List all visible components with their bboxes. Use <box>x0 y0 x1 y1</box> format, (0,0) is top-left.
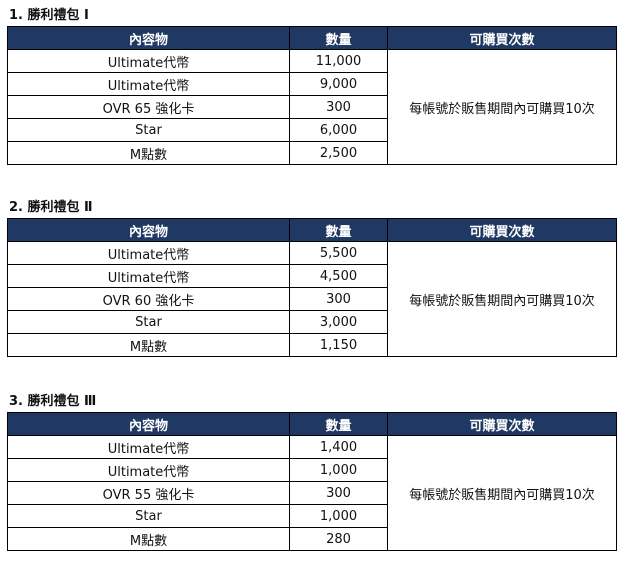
header-purchase-limit: 可購買次數 <box>387 218 617 242</box>
pack-table: 內容物 數量 可購買次數 Ultimate代幣 5,500 每帳號於販售期間內可… <box>7 218 617 357</box>
table-row: Star 6,000 <box>7 118 617 142</box>
header-row: 內容物 數量 可購買次數 <box>7 26 617 50</box>
header-quantity: 數量 <box>289 412 388 436</box>
purchase-limit: 每帳號於販售期間內可購買10次 <box>387 49 617 165</box>
item-quantity: 4,500 <box>289 264 388 288</box>
item-quantity: 9,000 <box>289 72 388 96</box>
item-quantity: 1,400 <box>289 435 388 459</box>
table-row: Ultimate代幣 9,000 <box>7 72 617 96</box>
pack-title: 2. 勝利禮包 Ⅱ <box>9 200 93 215</box>
pack-section: 1. 勝利禮包 Ⅰ 內容物 數量 可購買次數 Ultimate代幣 11,000… <box>7 7 617 165</box>
header-contents: 內容物 <box>7 412 290 436</box>
item-quantity: 5,500 <box>289 241 388 265</box>
table-row: Ultimate代幣 11,000 每帳號於販售期間內可購買10次 <box>7 49 617 165</box>
item-name: Ultimate代幣 <box>7 49 290 73</box>
purchase-limit: 每帳號於販售期間內可購買10次 <box>387 435 617 551</box>
item-name: Star <box>7 504 290 528</box>
header-quantity: 數量 <box>289 26 388 50</box>
item-name: M點數 <box>7 141 290 165</box>
item-name: OVR 60 強化卡 <box>7 287 290 311</box>
item-name: Ultimate代幣 <box>7 458 290 482</box>
item-name: OVR 65 強化卡 <box>7 95 290 119</box>
pack-section: 3. 勝利禮包 Ⅲ 內容物 數量 可購買次數 Ultimate代幣 1,400 … <box>7 393 617 551</box>
item-name: M點數 <box>7 527 290 551</box>
pack-title: 3. 勝利禮包 Ⅲ <box>9 394 97 409</box>
header-contents: 內容物 <box>7 218 290 242</box>
table-row: M點數 2,500 <box>7 141 617 165</box>
table-row: OVR 60 強化卡 300 <box>7 287 617 311</box>
table-row: Ultimate代幣 1,400 每帳號於販售期間內可購買10次 <box>7 435 617 551</box>
header-contents: 內容物 <box>7 26 290 50</box>
item-quantity: 300 <box>289 287 388 311</box>
table-row: Ultimate代幣 1,000 <box>7 458 617 482</box>
item-name: OVR 55 強化卡 <box>7 481 290 505</box>
item-quantity: 11,000 <box>289 49 388 73</box>
item-name: Star <box>7 310 290 334</box>
item-name: Ultimate代幣 <box>7 72 290 96</box>
item-name: Star <box>7 118 290 142</box>
item-quantity: 300 <box>289 95 388 119</box>
header-purchase-limit: 可購買次數 <box>387 412 617 436</box>
purchase-limit: 每帳號於販售期間內可購買10次 <box>387 241 617 357</box>
item-quantity: 1,150 <box>289 333 388 357</box>
item-quantity: 6,000 <box>289 118 388 142</box>
item-quantity: 2,500 <box>289 141 388 165</box>
item-name: Ultimate代幣 <box>7 264 290 288</box>
pack-title: 1. 勝利禮包 Ⅰ <box>9 8 89 23</box>
pack-table: 內容物 數量 可購買次數 Ultimate代幣 1,400 每帳號於販售期間內可… <box>7 412 617 551</box>
table-row: Ultimate代幣 4,500 <box>7 264 617 288</box>
item-quantity: 3,000 <box>289 310 388 334</box>
header-purchase-limit: 可購買次數 <box>387 26 617 50</box>
header-row: 內容物 數量 可購買次數 <box>7 412 617 436</box>
table-row: Star 1,000 <box>7 504 617 528</box>
table-row: M點數 1,150 <box>7 333 617 357</box>
item-quantity: 300 <box>289 481 388 505</box>
item-quantity: 280 <box>289 527 388 551</box>
item-name: Ultimate代幣 <box>7 241 290 265</box>
table-row: M點數 280 <box>7 527 617 551</box>
item-name: Ultimate代幣 <box>7 435 290 459</box>
pack-table: 內容物 數量 可購買次數 Ultimate代幣 11,000 每帳號於販售期間內… <box>7 26 617 165</box>
pack-section: 2. 勝利禮包 Ⅱ 內容物 數量 可購買次數 Ultimate代幣 5,500 … <box>7 199 617 357</box>
table-row: Ultimate代幣 5,500 每帳號於販售期間內可購買10次 <box>7 241 617 357</box>
header-row: 內容物 數量 可購買次數 <box>7 218 617 242</box>
item-quantity: 1,000 <box>289 458 388 482</box>
item-name: M點數 <box>7 333 290 357</box>
header-quantity: 數量 <box>289 218 388 242</box>
item-quantity: 1,000 <box>289 504 388 528</box>
table-row: Star 3,000 <box>7 310 617 334</box>
